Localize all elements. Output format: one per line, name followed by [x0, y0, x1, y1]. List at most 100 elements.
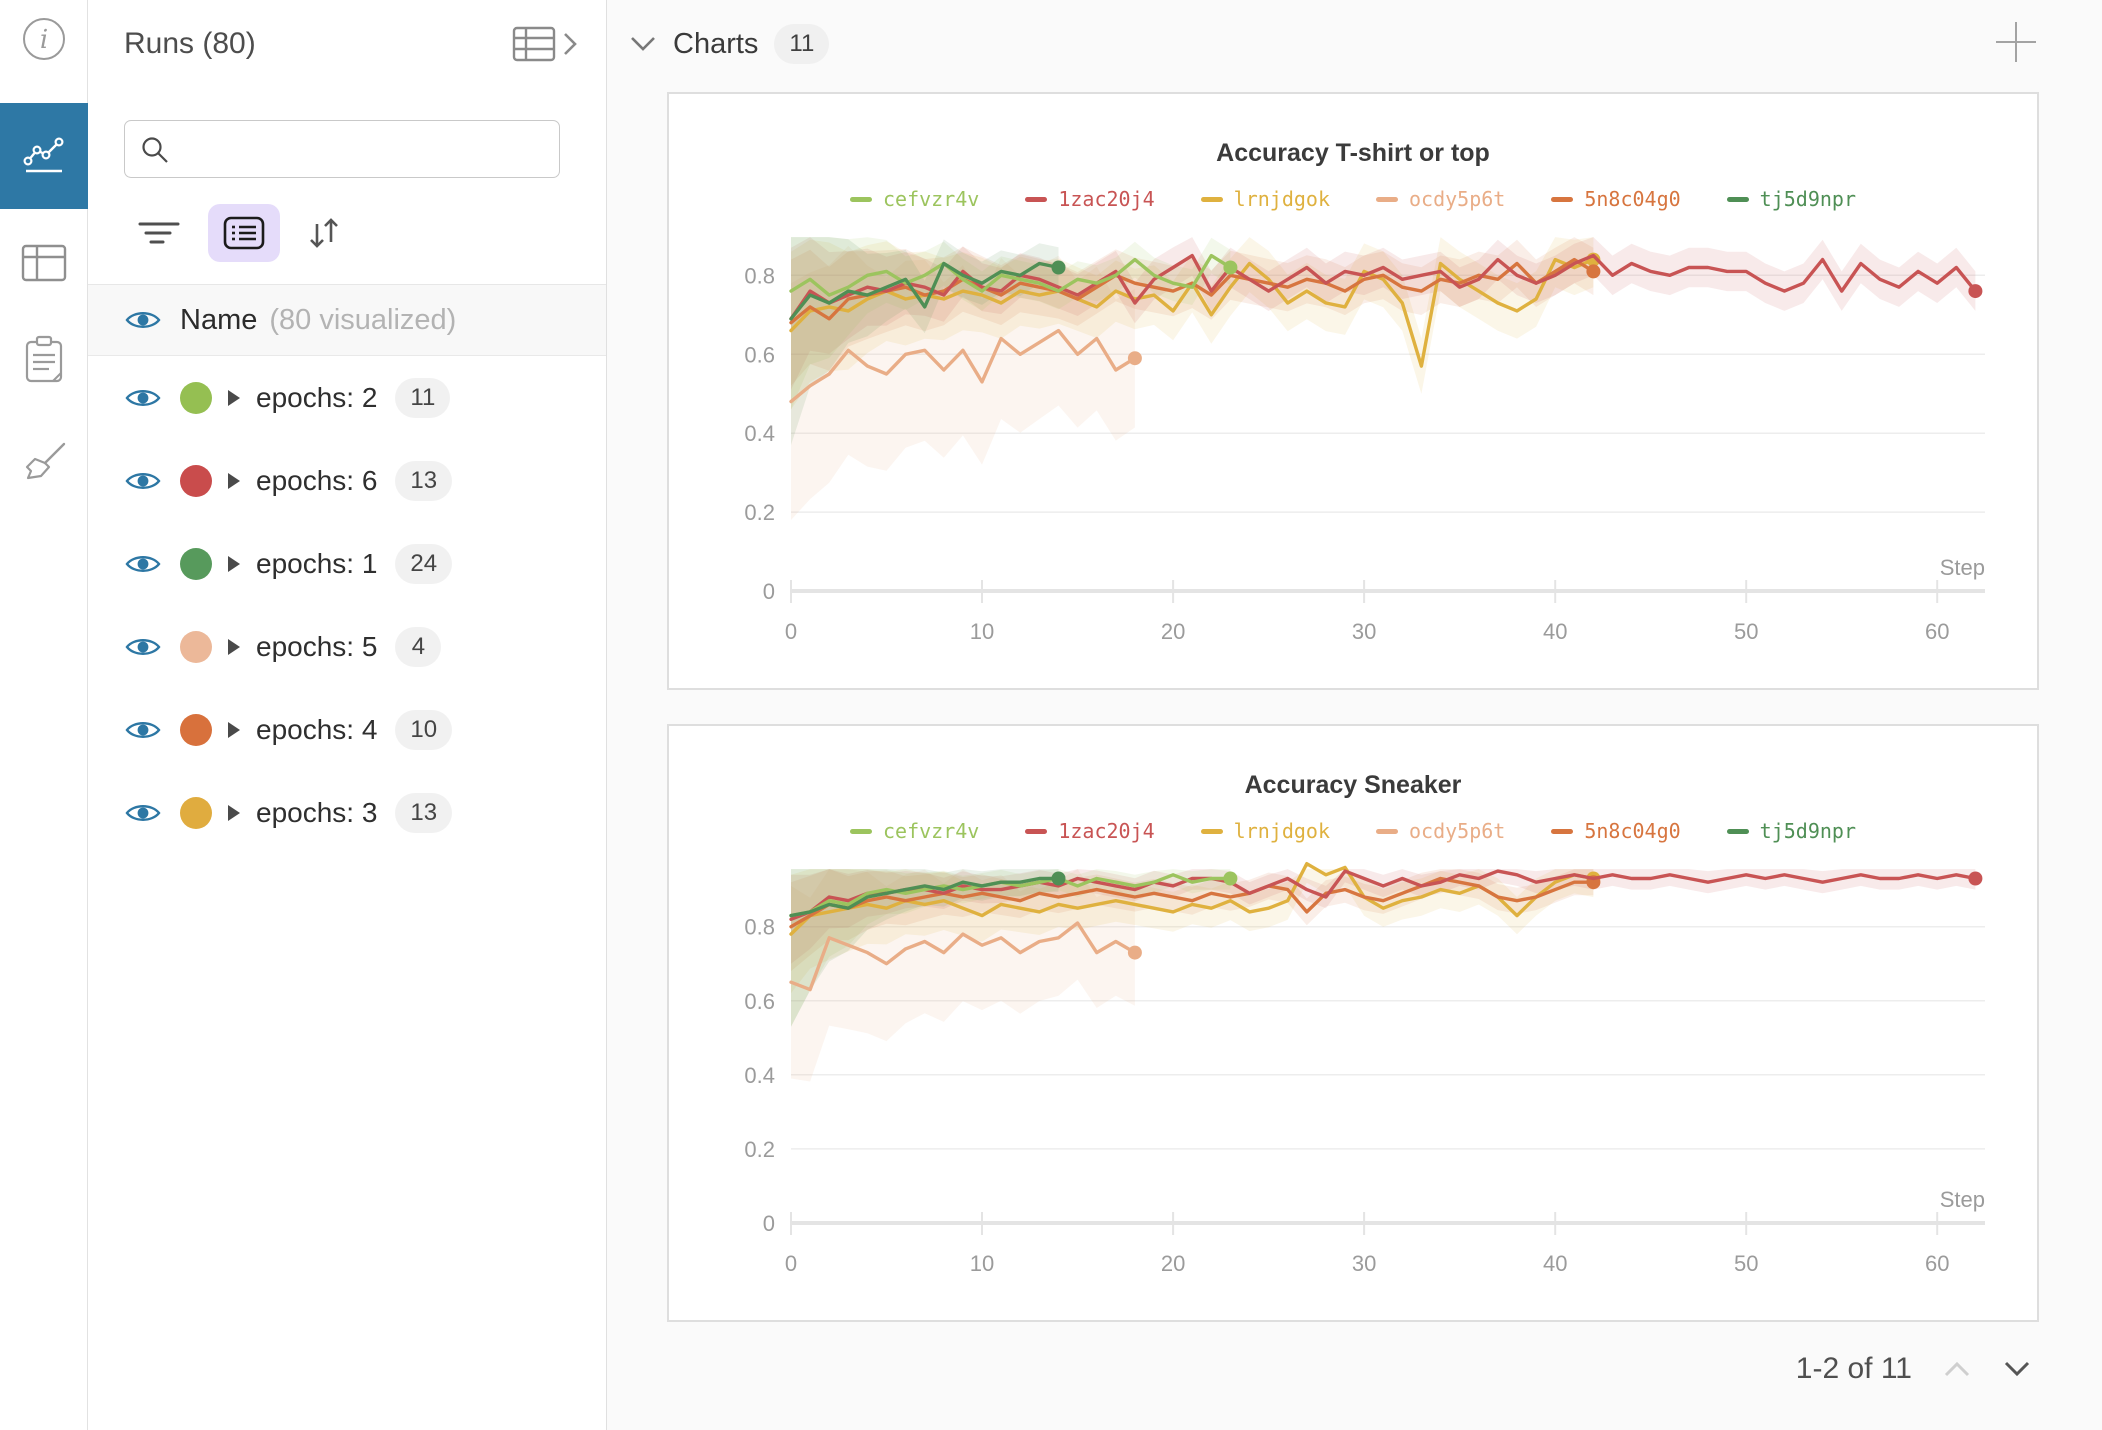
- search-input[interactable]: [125, 121, 559, 177]
- run-row[interactable]: epochs: 6 13: [88, 439, 606, 522]
- svg-text:40: 40: [1543, 1251, 1567, 1276]
- run-color-dot: [180, 796, 212, 829]
- runs-sidebar: Runs (80): [88, 0, 607, 1430]
- legend-item[interactable]: cefvzr4v: [850, 819, 979, 843]
- run-list-controls: [136, 204, 342, 262]
- list-view-icon: [223, 216, 265, 250]
- runs-table-icon: [512, 26, 556, 62]
- legend-run-id: cefvzr4v: [883, 187, 980, 211]
- legend-item[interactable]: 1zac20j4: [1025, 819, 1155, 843]
- visibility-toggle[interactable]: [124, 551, 162, 577]
- run-row[interactable]: epochs: 5 4: [88, 605, 606, 688]
- table-panel-icon: [21, 244, 67, 282]
- legend-swatch: [1025, 196, 1048, 202]
- eye-icon: [125, 555, 161, 572]
- legend-item[interactable]: cefvzr4v: [850, 187, 979, 211]
- chart-card-accuracy-tshirt[interactable]: Accuracy T-shirt or top cefvzr4v 1zac20j4…: [667, 92, 2039, 690]
- visibility-toggle[interactable]: [124, 385, 162, 411]
- run-count-badge: 11: [395, 377, 451, 418]
- chart-title: Accuracy T-shirt or top: [1216, 139, 1490, 167]
- sort-button[interactable]: [306, 215, 342, 251]
- legend-item[interactable]: 5n8c04g0: [1551, 819, 1681, 843]
- legend-swatch: [1376, 196, 1398, 202]
- info-icon: i: [23, 18, 65, 60]
- run-row[interactable]: epochs: 4 10: [88, 688, 606, 771]
- legend-run-id: cefvzr4v: [883, 819, 980, 843]
- run-row[interactable]: epochs: 2 11: [88, 356, 606, 439]
- svg-text:0.4: 0.4: [744, 421, 775, 446]
- chart-plot[interactable]: 0 0.2 0.4 0.6 0.8 0 10 20 30 40 50 60 Step: [669, 848, 2037, 1300]
- legend-swatch: [850, 828, 873, 834]
- legend-item[interactable]: lrnjdgok: [1200, 819, 1330, 843]
- svg-text:0.8: 0.8: [744, 915, 775, 940]
- run-search: [124, 120, 560, 178]
- legend-item[interactable]: tj5d9npr: [1726, 187, 1856, 211]
- chevron-down-icon[interactable]: [2002, 1359, 2032, 1379]
- run-count-badge: 13: [395, 792, 453, 833]
- legend-item[interactable]: 1zac20j4: [1025, 187, 1155, 211]
- legend-run-id: 1zac20j4: [1058, 187, 1155, 211]
- legend-swatch: [1726, 828, 1749, 834]
- group-view-button[interactable]: [208, 204, 280, 262]
- table-nav-button[interactable]: [0, 238, 88, 288]
- info-nav-button[interactable]: i: [0, 14, 88, 64]
- run-color-dot: [180, 630, 212, 663]
- eye-icon: [125, 312, 161, 328]
- legend-item[interactable]: ocdy5p6t: [1376, 819, 1505, 843]
- run-color-dot: [180, 464, 212, 497]
- legend-run-id: ocdy5p6t: [1409, 819, 1506, 843]
- runs-table-expand-button[interactable]: [512, 26, 578, 62]
- run-color-dot: [180, 381, 212, 414]
- caret-right-icon[interactable]: [228, 638, 240, 655]
- legend-run-id: lrnjdgok: [1233, 819, 1330, 843]
- chart-title: Accuracy Sneaker: [1244, 771, 1462, 799]
- charts-section-header[interactable]: Charts 11: [629, 24, 830, 64]
- caret-right-icon[interactable]: [228, 721, 240, 738]
- chart-plot-host: 0 0.2 0.4 0.6 0.8 0 10 20 30 40 50 60 Step: [669, 216, 2037, 668]
- chart-plot[interactable]: 0 0.2 0.4 0.6 0.8 0 10 20 30 40 50 60 Step: [669, 216, 2037, 668]
- sweeps-nav-button[interactable]: [0, 436, 88, 492]
- legend-item[interactable]: lrnjdgok: [1200, 187, 1330, 211]
- run-group-label: epochs: 5: [256, 630, 378, 662]
- clipboard-icon: [25, 335, 63, 383]
- svg-text:20: 20: [1161, 1251, 1185, 1276]
- charts-panel: Charts 11 Accuracy T-shirt or top cefvzr…: [607, 0, 2102, 1430]
- svg-text:0: 0: [763, 579, 775, 604]
- eye-icon: [125, 389, 161, 406]
- charts-pagination: 1-2 of 11: [1796, 1352, 2032, 1386]
- chevron-down-icon: [631, 37, 655, 51]
- chart-legend: cefvzr4v 1zac20j4 lrnjdgok ocdy5p6t 5n8c04g0…: [669, 186, 2037, 212]
- legend-item[interactable]: ocdy5p6t: [1376, 187, 1505, 211]
- filter-icon: [138, 222, 180, 244]
- visibility-toggle[interactable]: [124, 800, 162, 826]
- svg-text:0.8: 0.8: [744, 263, 775, 288]
- notes-nav-button[interactable]: [0, 332, 88, 388]
- pagination-label: 1-2 of 11: [1795, 1352, 1912, 1385]
- filter-button[interactable]: [136, 217, 182, 249]
- legend-run-id: tj5d9npr: [1759, 187, 1856, 211]
- svg-text:40: 40: [1543, 619, 1567, 644]
- run-row[interactable]: epochs: 1 24: [88, 522, 606, 605]
- svg-text:10: 10: [970, 619, 994, 644]
- run-list-header-row[interactable]: Name (80 visualized): [88, 285, 606, 356]
- caret-right-icon[interactable]: [228, 804, 240, 821]
- name-column-label: Name: [180, 303, 258, 336]
- visibility-all-toggle[interactable]: [124, 307, 162, 333]
- visibility-toggle[interactable]: [124, 468, 162, 494]
- sort-icon: [310, 218, 338, 248]
- svg-text:0: 0: [763, 1211, 775, 1236]
- caret-right-icon[interactable]: [228, 555, 240, 572]
- charts-nav-button[interactable]: [0, 103, 88, 209]
- add-panel-button[interactable]: [1992, 18, 2040, 66]
- legend-item[interactable]: tj5d9npr: [1726, 819, 1856, 843]
- svg-text:Step: Step: [1940, 1187, 1985, 1212]
- run-row[interactable]: epochs: 3 13: [88, 771, 606, 854]
- run-group-label: epochs: 6: [256, 464, 378, 496]
- chevron-up-icon[interactable]: [1942, 1359, 1972, 1379]
- visibility-toggle[interactable]: [124, 717, 162, 743]
- chart-card-accuracy-sneaker[interactable]: Accuracy Sneaker cefvzr4v 1zac20j4 lrnjdgo…: [667, 724, 2039, 1322]
- visibility-toggle[interactable]: [124, 634, 162, 660]
- caret-right-icon[interactable]: [228, 389, 240, 406]
- caret-right-icon[interactable]: [228, 472, 240, 489]
- legend-item[interactable]: 5n8c04g0: [1551, 187, 1681, 211]
